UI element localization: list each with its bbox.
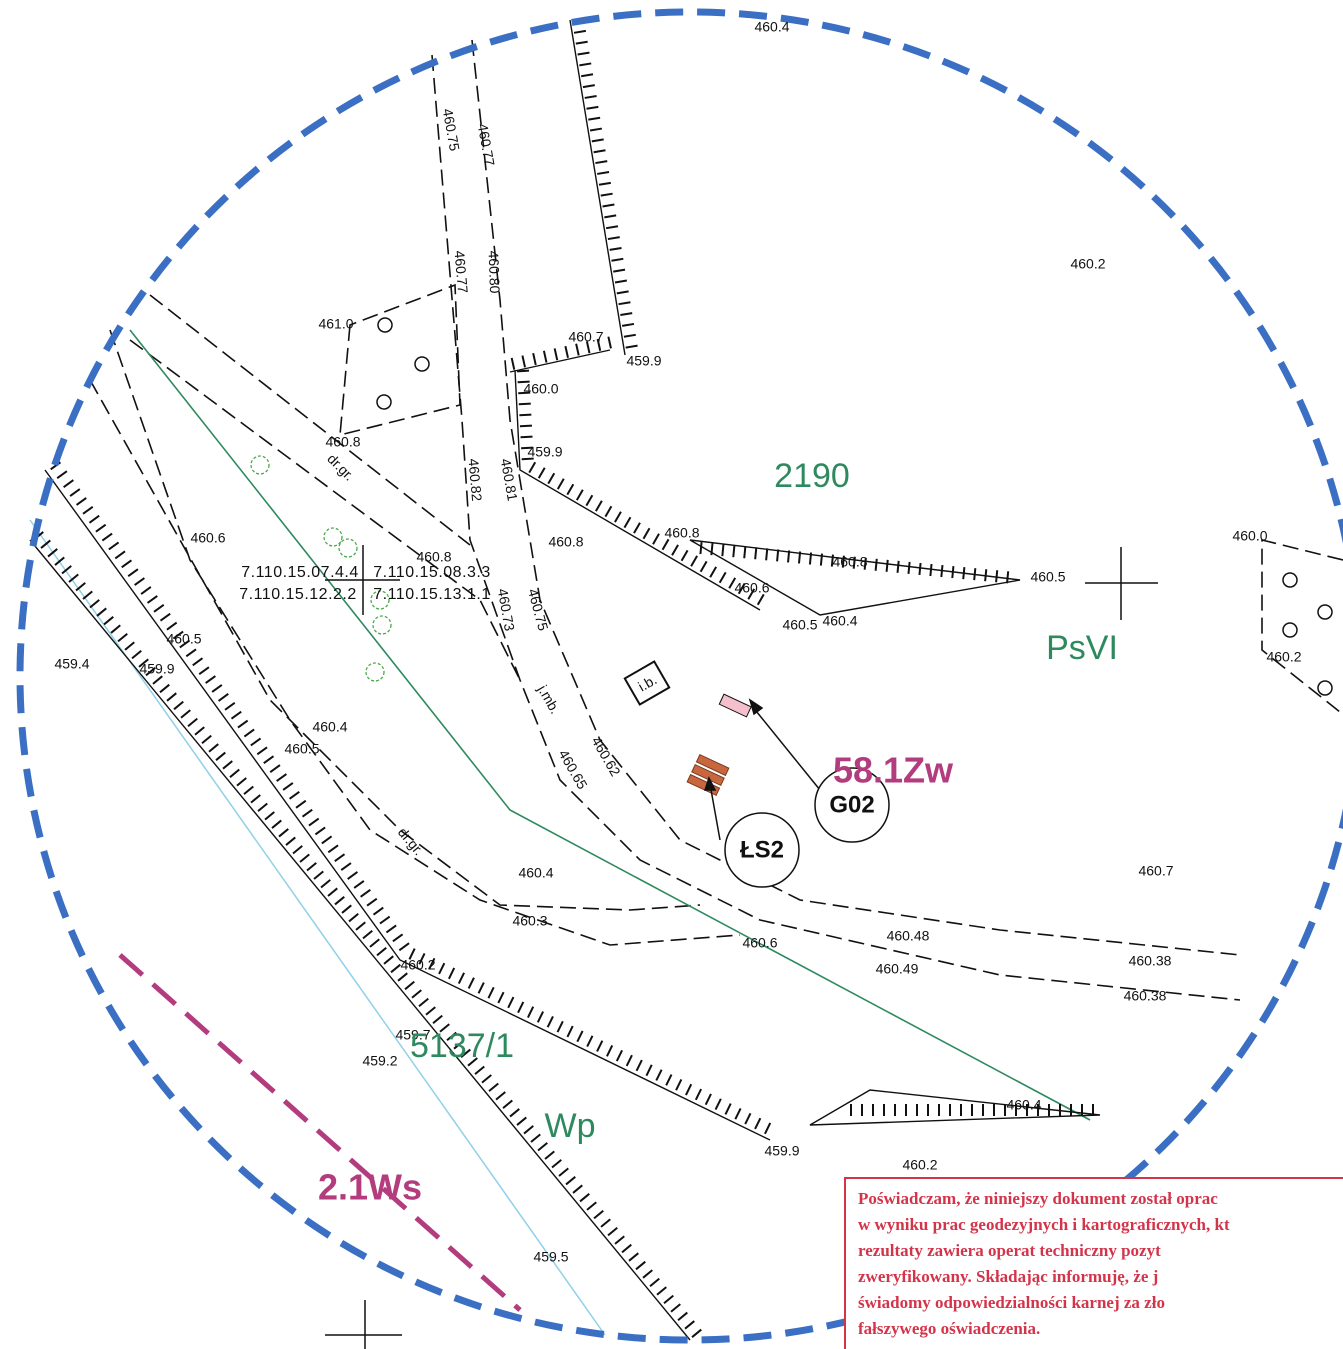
elevation-label: 460.77 bbox=[451, 250, 471, 294]
elevation-label: 460.8 bbox=[832, 554, 867, 570]
elevation-label: 460.73 bbox=[495, 587, 518, 632]
elevation-label: 459.9 bbox=[139, 661, 174, 677]
grid-code: 7.110.15.13.1.1 bbox=[373, 586, 491, 603]
elevation-label: 460.5 bbox=[284, 741, 319, 757]
elevation-label: 460.7 bbox=[1138, 863, 1173, 879]
elevation-label: 460.5 bbox=[782, 617, 817, 633]
elevation-label: 460.38 bbox=[1129, 953, 1172, 969]
elevation-label: 460.80 bbox=[486, 250, 503, 294]
callout-label: G02 bbox=[829, 791, 874, 818]
elevation-label: 460.4 bbox=[1006, 1097, 1041, 1113]
parcel-number: 5137/1 bbox=[410, 1027, 514, 1065]
elevation-label: 460.4 bbox=[822, 613, 857, 629]
elevation-label: 460.4 bbox=[312, 719, 347, 735]
zone-line bbox=[118, 953, 522, 1312]
elevation-label: 460.2 bbox=[902, 1157, 937, 1173]
stamp-line: Poświadczam, że niniejszy dokument zosta… bbox=[858, 1189, 1218, 1208]
boundary-line bbox=[129, 329, 1091, 1121]
callout-circle bbox=[724, 812, 800, 888]
elevation-label: 459.5 bbox=[533, 1249, 568, 1265]
elevation-label: 460.8 bbox=[325, 434, 360, 450]
point-symbols bbox=[376, 317, 1333, 696]
elevation-label: 459.2 bbox=[362, 1053, 397, 1069]
callout-arrows bbox=[703, 698, 821, 841]
elevation-label: 460.3 bbox=[512, 913, 547, 929]
elevation-label: 460.8 bbox=[548, 534, 583, 550]
elevation-label: 460.6 bbox=[742, 935, 777, 951]
land-class: Wp bbox=[545, 1107, 596, 1145]
elevation-label: 459.9 bbox=[764, 1143, 799, 1159]
elevation-label: 460.0 bbox=[523, 381, 558, 397]
stamp-line: rezultaty zawiera operat techniczny pozy… bbox=[858, 1241, 1161, 1260]
elevation-label: 459.4 bbox=[54, 656, 89, 672]
elevation-label: 460.2 bbox=[400, 957, 435, 973]
elevation-label: 460.2 bbox=[1070, 256, 1105, 272]
land-class: PsVI bbox=[1046, 629, 1118, 667]
elevation-label: 460.4 bbox=[518, 865, 553, 881]
elevation-label: 460.82 bbox=[465, 458, 485, 502]
elevation-label: 460.8 bbox=[664, 525, 699, 541]
elevation-label: 460.7 bbox=[568, 329, 603, 345]
elevation-label: 461.0 bbox=[318, 316, 353, 332]
elevation-label: 460.8 bbox=[416, 549, 451, 565]
elevation-label: 460.81 bbox=[498, 457, 521, 502]
trees bbox=[250, 455, 392, 682]
stamp-line: w wyniku prac geodezyjnych i kartografic… bbox=[858, 1215, 1230, 1234]
elevation-label: 460.2 bbox=[1266, 649, 1301, 665]
elevation-label: 460.0 bbox=[1232, 528, 1267, 544]
callout-label: ŁS2 bbox=[740, 836, 784, 863]
elevation-label: 459.7 bbox=[395, 1027, 430, 1043]
elevation-label: 460.5 bbox=[166, 631, 201, 647]
stamp-line: zweryfikowany. Składając informuję, że j bbox=[858, 1267, 1158, 1286]
stamp-box bbox=[844, 1177, 1343, 1349]
elevation-label: 460.75 bbox=[440, 107, 463, 152]
ditches bbox=[29, 19, 1101, 1341]
pink-object bbox=[718, 693, 752, 718]
grid-code: 7.110.15.07.4.4 bbox=[241, 564, 359, 581]
elevation-label: 460.49 bbox=[876, 961, 919, 977]
elevation-label: 459.9 bbox=[626, 353, 661, 369]
grid-code: 7.110.15.12.2.2 bbox=[239, 586, 357, 603]
elevation-label: 460.4 bbox=[754, 19, 789, 35]
elevation-label: 460.6 bbox=[734, 580, 769, 596]
road-lines bbox=[89, 39, 1343, 1001]
zone-label: 2.1Ws bbox=[318, 1167, 422, 1208]
elevation-label: 460.38 bbox=[1124, 988, 1167, 1004]
elevation-label: 460.5 bbox=[1030, 569, 1065, 585]
zone-label: 58.1Zw bbox=[833, 750, 954, 791]
stamp-line: świadomy odpowiedzialności karnej za zło bbox=[858, 1293, 1165, 1312]
elevation-label: 460.77 bbox=[475, 122, 498, 167]
elevation-label: 460.6 bbox=[190, 530, 225, 546]
elevation-label: 460.48 bbox=[887, 928, 930, 944]
stamp-line: fałszywego oświadczenia. bbox=[858, 1319, 1040, 1338]
elevation-label: 459.9 bbox=[527, 444, 562, 460]
grid-code: 7.110.15.08.3.3 bbox=[373, 564, 491, 581]
callout-circle bbox=[814, 767, 890, 843]
ib-box bbox=[623, 660, 671, 706]
parcel-number: 2190 bbox=[774, 457, 850, 495]
